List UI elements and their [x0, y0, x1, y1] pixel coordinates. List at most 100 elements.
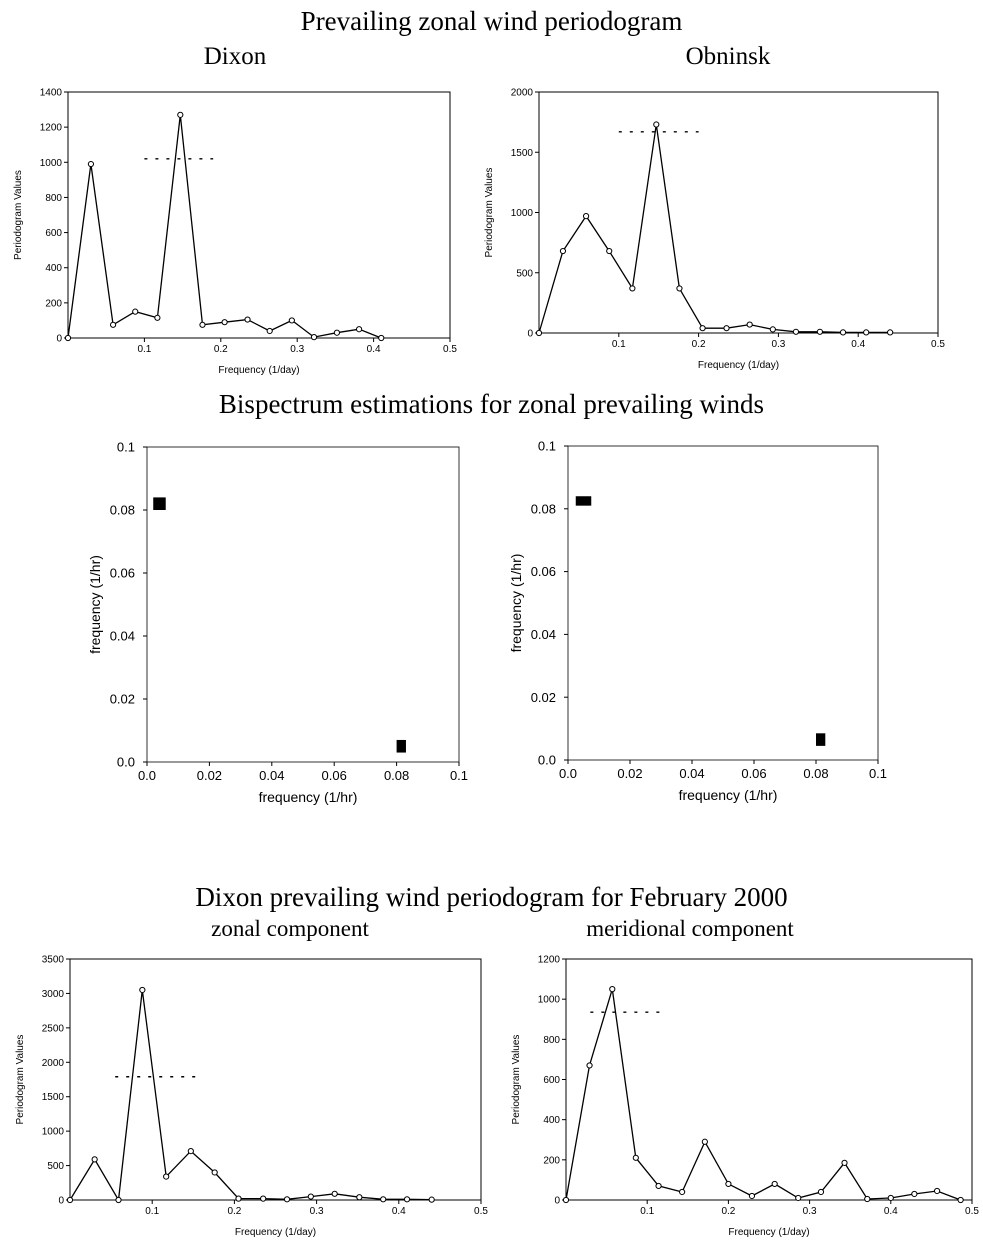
- data-point: [606, 247, 613, 255]
- figure-title-bottom: Dixon prevailing wind periodogram for Fe…: [195, 882, 788, 912]
- data-point: [356, 1194, 363, 1201]
- plot-frame: [67, 91, 451, 339]
- data-point: [817, 1188, 825, 1196]
- data-point: [679, 1188, 686, 1196]
- data-point: [154, 314, 161, 321]
- plot-frame: [565, 958, 973, 1201]
- x-tick-label: 0.5: [474, 1206, 488, 1217]
- data-point: [655, 1182, 662, 1190]
- data-point: [841, 1159, 848, 1166]
- data-point: [307, 1193, 314, 1200]
- y-tick-label: 0: [56, 334, 62, 345]
- data-point: [676, 285, 683, 292]
- data-point: [87, 160, 95, 168]
- data-point: [187, 1148, 194, 1155]
- y-tick-label: 1400: [40, 88, 63, 99]
- x-tick-label: 0.06: [741, 766, 766, 781]
- data-point: [64, 334, 72, 342]
- x-tick-label: 0.3: [290, 344, 304, 355]
- x-tick-label: 0.1: [145, 1206, 159, 1217]
- x-tick-label: 0.1: [612, 339, 626, 350]
- y-tick-label: 2000: [42, 1058, 65, 1069]
- y-tick-label: 2000: [511, 88, 534, 99]
- x-tick-label: 0.3: [310, 1206, 324, 1217]
- data-point: [428, 1196, 435, 1203]
- y-axis-label: frequency (1/hr): [508, 554, 524, 653]
- y-tick-label: 800: [543, 1035, 560, 1046]
- data-point: [769, 326, 776, 333]
- y-tick-label: 3500: [42, 955, 65, 966]
- data-point: [771, 1180, 778, 1188]
- panel-title-dixon: Dixon: [203, 43, 267, 70]
- x-tick-label: 0.5: [931, 339, 945, 350]
- y-axis-label: Periodogram Values: [13, 170, 24, 260]
- y-tick-label: 1500: [511, 148, 534, 159]
- y-tick-label: 1000: [40, 158, 63, 169]
- plot-frame: [146, 446, 460, 763]
- data-point: [816, 328, 823, 335]
- y-tick-label: 0: [527, 329, 533, 340]
- y-axis-label: Periodogram Values: [484, 168, 495, 258]
- y-tick-label: 1000: [538, 995, 561, 1006]
- x-tick-label: 0.2: [214, 344, 228, 355]
- x-tick-label: 0.4: [367, 344, 381, 355]
- y-tick-label: 0.06: [110, 566, 135, 581]
- data-point: [746, 321, 753, 328]
- x-tick-label: 0.1: [137, 344, 151, 355]
- y-tick-label: 0.08: [110, 503, 135, 518]
- bispectrum-peak: [816, 733, 826, 746]
- data-point: [235, 1195, 242, 1202]
- x-axis-label: frequency (1/hr): [259, 789, 358, 805]
- y-tick-label: 500: [516, 268, 533, 279]
- y-tick-label: 800: [45, 193, 62, 204]
- y-tick-label: 0.0: [117, 755, 135, 770]
- data-point: [115, 1196, 122, 1204]
- x-tick-label: 0.5: [965, 1206, 979, 1217]
- y-tick-label: 0.04: [110, 629, 135, 644]
- data-point: [403, 1196, 411, 1203]
- y-tick-label: 200: [543, 1155, 560, 1166]
- y-tick-label: 0.0: [538, 753, 556, 768]
- x-tick-label: 0.3: [803, 1206, 817, 1217]
- data-point: [562, 1196, 570, 1204]
- y-axis-label: Periodogram Values: [15, 1035, 26, 1125]
- y-tick-label: 0.1: [117, 440, 135, 455]
- y-tick-label: 2500: [42, 1023, 65, 1034]
- bispectrum-peak: [153, 497, 166, 510]
- plot-frame: [69, 958, 482, 1201]
- x-tick-label: 0.4: [851, 339, 865, 350]
- x-tick-label: 0.2: [721, 1206, 735, 1217]
- data-point: [887, 329, 894, 336]
- x-tick-label: 0.04: [679, 766, 704, 781]
- data-point: [333, 329, 341, 336]
- y-tick-label: 0.02: [531, 690, 556, 705]
- data-point: [266, 327, 273, 335]
- x-tick-label: 0.2: [227, 1206, 241, 1217]
- data-point: [163, 1173, 170, 1180]
- y-tick-label: 3000: [42, 989, 65, 1000]
- y-axis-label: frequency (1/hr): [87, 555, 103, 654]
- x-tick-label: 0.0: [559, 766, 577, 781]
- bispectrum-peak: [575, 496, 592, 506]
- x-tick-label: 0.02: [617, 766, 642, 781]
- data-point: [211, 1169, 218, 1176]
- data-point: [864, 1195, 871, 1203]
- x-tick-label: 0.3: [771, 339, 785, 350]
- data-point: [109, 321, 117, 328]
- data-point: [283, 1196, 291, 1203]
- data-point: [582, 213, 590, 220]
- y-tick-label: 0: [58, 1196, 64, 1207]
- data-point: [653, 121, 660, 128]
- x-tick-label: 0.5: [443, 344, 457, 355]
- y-tick-label: 600: [45, 228, 62, 239]
- x-tick-label: 0.08: [384, 768, 409, 783]
- series-line: [69, 989, 432, 1203]
- x-tick-label: 0.04: [259, 768, 284, 783]
- x-tick-label: 0.4: [392, 1206, 406, 1217]
- panel-title-meridional: meridional component: [586, 916, 794, 941]
- y-tick-label: 0.08: [531, 501, 556, 516]
